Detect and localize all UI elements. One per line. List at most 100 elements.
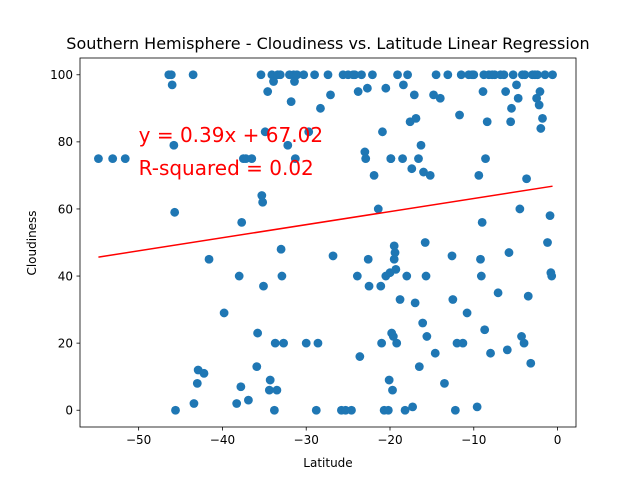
scatter-point (290, 154, 300, 164)
axes-layer: −50 −40 −30 −20 −10 0 0 20 40 60 80 100 (50, 57, 577, 447)
scatter-point (292, 70, 302, 80)
scatter-point (450, 405, 460, 415)
scatter-point (448, 295, 458, 304)
scatter-point (534, 100, 544, 110)
scatter-point (533, 70, 542, 80)
scatter-point (363, 254, 373, 264)
scatter-point (263, 87, 273, 96)
scatter-point (304, 127, 314, 137)
scatter-point (393, 70, 402, 80)
scatter-point (455, 110, 464, 120)
scatter-point (188, 70, 198, 80)
scatter-point (478, 87, 488, 96)
scatter-point (384, 375, 394, 385)
scatter-point (237, 217, 247, 227)
scatter-point (313, 338, 323, 348)
scatter-point (440, 378, 449, 388)
regression-equation-label: y = 0.39x + 67.02 (139, 123, 323, 147)
scatter-point (392, 338, 402, 348)
scatter-point (299, 70, 309, 80)
scatter-point (377, 338, 387, 348)
scatter-point (286, 97, 296, 107)
scatter-point (462, 308, 472, 318)
scatter-point (513, 93, 523, 103)
scatter-point (526, 358, 536, 368)
x-tick-label: −10 (461, 433, 486, 447)
scatter-point (279, 338, 288, 348)
scatter-point (368, 70, 377, 80)
scatter-point (171, 405, 180, 415)
scatter-point (545, 211, 555, 221)
x-tick-label: −20 (377, 433, 402, 447)
scatter-point (522, 174, 531, 184)
scatter-point (506, 117, 516, 127)
scatter-point (536, 124, 546, 133)
scatter-point (259, 281, 268, 291)
scatter-point (355, 352, 365, 361)
scatter-point (269, 77, 278, 86)
scatter-point (499, 70, 509, 80)
scatter-point (328, 251, 338, 261)
scatter-point (326, 90, 335, 100)
scatter-point (474, 171, 484, 180)
y-tick-label: 80 (58, 135, 73, 149)
scatter-point (535, 87, 545, 96)
scatter-point (390, 248, 400, 257)
x-tick-label: 0 (554, 433, 562, 447)
scatter-point (252, 362, 262, 372)
scatter-point (519, 338, 529, 348)
scatter-point (472, 402, 482, 412)
x-axis-label: Latitude (303, 456, 352, 470)
scatter-point (538, 113, 547, 123)
scatter-point (398, 154, 407, 164)
scatter-point (347, 405, 356, 415)
scatter-point (283, 140, 293, 150)
scatter-point (301, 338, 311, 348)
y-tick-label: 100 (50, 68, 73, 82)
y-axis-label: Cloudiness (25, 210, 39, 275)
y-tick-label: 40 (58, 269, 73, 283)
scatter-point (383, 405, 393, 415)
scatter-point (256, 70, 266, 80)
scatter-point (290, 77, 299, 86)
scatter-point (400, 405, 410, 415)
scatter-point (431, 70, 441, 80)
annotation-layer: y = 0.39x + 67.02 R-squared = 0.02 (139, 123, 323, 180)
scatter-point (265, 375, 275, 385)
scatter-point (269, 405, 279, 415)
scatter-point (189, 399, 199, 408)
scatter-point (420, 238, 430, 247)
scatter-point (361, 154, 371, 164)
scatter-point (169, 140, 179, 150)
scatter-point (421, 271, 431, 281)
scatter-point (504, 248, 514, 257)
scatter-point (508, 70, 518, 80)
chart-title: Southern Hemisphere - Cloudiness vs. Lat… (66, 34, 589, 53)
scatter-point (275, 70, 285, 80)
scatter-point (219, 308, 229, 318)
scatter-point (480, 325, 490, 335)
scatter-point (507, 103, 516, 113)
scatter-point (447, 251, 457, 261)
scatter-point (425, 171, 435, 180)
scatter-point (532, 93, 542, 103)
scatter-point (547, 271, 557, 281)
scatter-point (277, 271, 287, 281)
scatter-point (247, 154, 257, 164)
scatter-point (357, 70, 366, 80)
scatter-point (232, 399, 242, 408)
x-tick-label: −40 (210, 433, 235, 447)
scatter-point (419, 167, 428, 177)
scatter-point (411, 113, 421, 123)
scatter-point (260, 127, 270, 137)
scatter-point (310, 70, 319, 80)
scatter-point (429, 90, 438, 100)
scatter-point (477, 217, 487, 227)
y-tick-label: 20 (58, 336, 73, 350)
scatter-point (264, 385, 274, 395)
scatter-point (399, 80, 408, 90)
x-tick-label: −30 (294, 433, 319, 447)
scatter-point (94, 154, 103, 164)
